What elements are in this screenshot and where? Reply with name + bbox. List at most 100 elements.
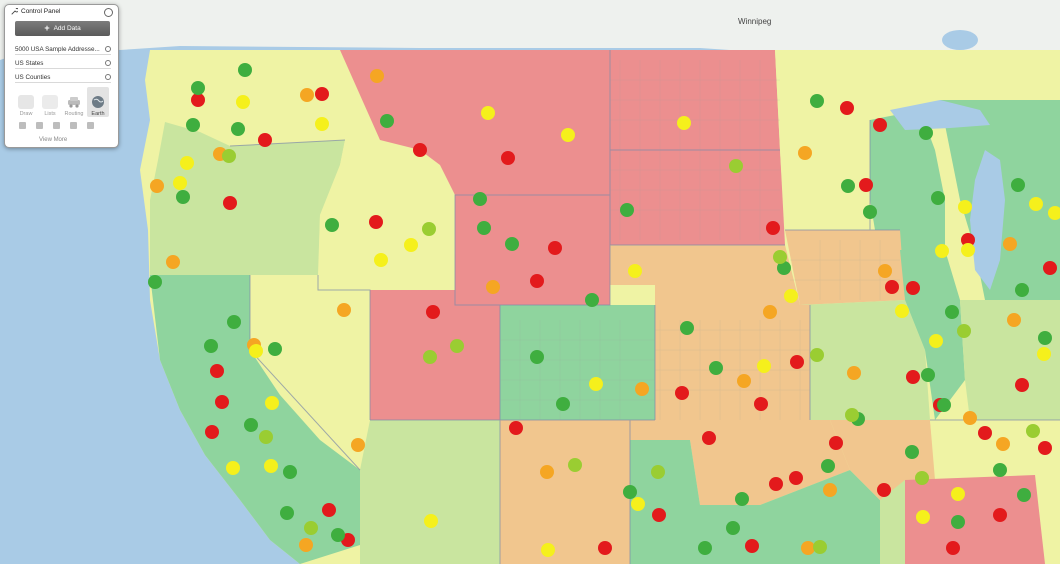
gear-icon[interactable] — [105, 46, 111, 52]
map-marker — [176, 190, 190, 204]
map-marker — [823, 483, 837, 497]
map-marker — [236, 95, 250, 109]
map-marker — [568, 458, 582, 472]
map-marker — [374, 253, 388, 267]
map-marker — [1015, 283, 1029, 297]
map-marker — [148, 275, 162, 289]
map-marker — [840, 101, 854, 115]
lake-michigan — [970, 150, 1005, 290]
tool-lists[interactable]: Lists — [39, 87, 61, 117]
region-wyoming — [455, 195, 610, 305]
region-arizona — [360, 420, 500, 564]
gear-icon[interactable] — [105, 60, 111, 66]
tool-earth[interactable]: Earth — [87, 87, 109, 117]
collapse-icon[interactable] — [104, 8, 113, 17]
map-marker — [283, 465, 297, 479]
region-oregon — [150, 122, 345, 275]
exit-icon[interactable] — [87, 122, 94, 129]
county-grid — [500, 60, 900, 420]
map-marker — [426, 305, 440, 319]
region-new-mexico — [500, 420, 630, 564]
region-alabama — [905, 475, 1045, 564]
region-north-dakota — [610, 50, 780, 150]
layer-label: US Counties — [15, 73, 51, 81]
map-marker — [905, 445, 919, 459]
gear-icon[interactable] — [105, 74, 111, 80]
map-marker — [477, 221, 491, 235]
marker-group-yellow — [173, 95, 1060, 557]
map-marker — [726, 521, 740, 535]
lake-superior — [890, 100, 990, 130]
lake — [942, 30, 978, 50]
map-marker — [961, 233, 975, 247]
map-marker — [249, 344, 263, 358]
map-marker — [878, 264, 892, 278]
map-marker — [413, 143, 427, 157]
map-marker — [651, 465, 665, 479]
region-illinois — [880, 250, 965, 420]
map-marker — [150, 179, 164, 193]
tool-label: Earth — [91, 111, 105, 117]
map-marker — [423, 350, 437, 364]
marker-group-lightgreen — [222, 149, 1040, 554]
map-marker — [422, 222, 436, 236]
map-marker — [548, 241, 562, 255]
map-marker — [961, 243, 975, 257]
tool-bar: Draw Lists Routing Earth — [15, 87, 113, 117]
layer-item-addresses[interactable]: 5000 USA Sample Addresse... — [15, 44, 111, 55]
layers-icon[interactable] — [36, 122, 43, 129]
map-marker — [996, 437, 1010, 451]
map-marker — [589, 377, 603, 391]
grid-icon[interactable] — [19, 122, 26, 129]
map-marker — [745, 539, 759, 553]
globe-icon — [92, 96, 104, 108]
map-marker — [680, 321, 694, 335]
map-marker — [798, 146, 812, 160]
map-marker — [698, 541, 712, 555]
map-marker — [801, 541, 815, 555]
tool-label: Lists — [44, 111, 56, 117]
map-marker — [244, 418, 258, 432]
map-marker — [1011, 178, 1025, 192]
tool-routing[interactable]: Routing — [63, 87, 85, 117]
map-marker — [951, 515, 965, 529]
layer-item-us-counties[interactable]: US Counties — [15, 72, 111, 83]
map-marker — [227, 315, 241, 329]
map-marker — [631, 497, 645, 511]
control-panel-header[interactable]: Control Panel — [11, 8, 60, 15]
map-marker — [598, 541, 612, 555]
map-marker — [885, 280, 899, 294]
map-marker — [264, 459, 278, 473]
map-marker — [473, 192, 487, 206]
add-data-button[interactable]: + Add Data — [15, 21, 110, 36]
region-louisiana — [880, 480, 905, 564]
map-marker — [166, 255, 180, 269]
region-colorado — [500, 305, 655, 420]
map-marker — [735, 492, 749, 506]
map-marker — [628, 264, 642, 278]
region-montana — [340, 50, 610, 195]
map-marker — [929, 334, 943, 348]
map-marker — [916, 510, 930, 524]
map-marker — [222, 149, 236, 163]
map-marker — [623, 485, 637, 499]
lists-icon — [42, 95, 58, 109]
map-marker — [652, 508, 666, 522]
map-marker — [921, 368, 935, 382]
share-icon[interactable] — [53, 122, 60, 129]
map-marker — [1043, 261, 1057, 275]
map-marker — [919, 126, 933, 140]
map-marker — [937, 398, 951, 412]
map-marker — [1038, 331, 1052, 345]
add-data-label: Add Data — [53, 25, 81, 32]
region-texas — [630, 440, 880, 564]
layer-item-us-states[interactable]: US States — [15, 58, 111, 69]
tool-draw[interactable]: Draw — [15, 87, 37, 117]
settings-icon[interactable] — [70, 122, 77, 129]
map-marker — [789, 471, 803, 485]
map-marker — [763, 305, 777, 319]
view-more-link[interactable]: View More — [39, 137, 67, 143]
map-marker — [258, 133, 272, 147]
